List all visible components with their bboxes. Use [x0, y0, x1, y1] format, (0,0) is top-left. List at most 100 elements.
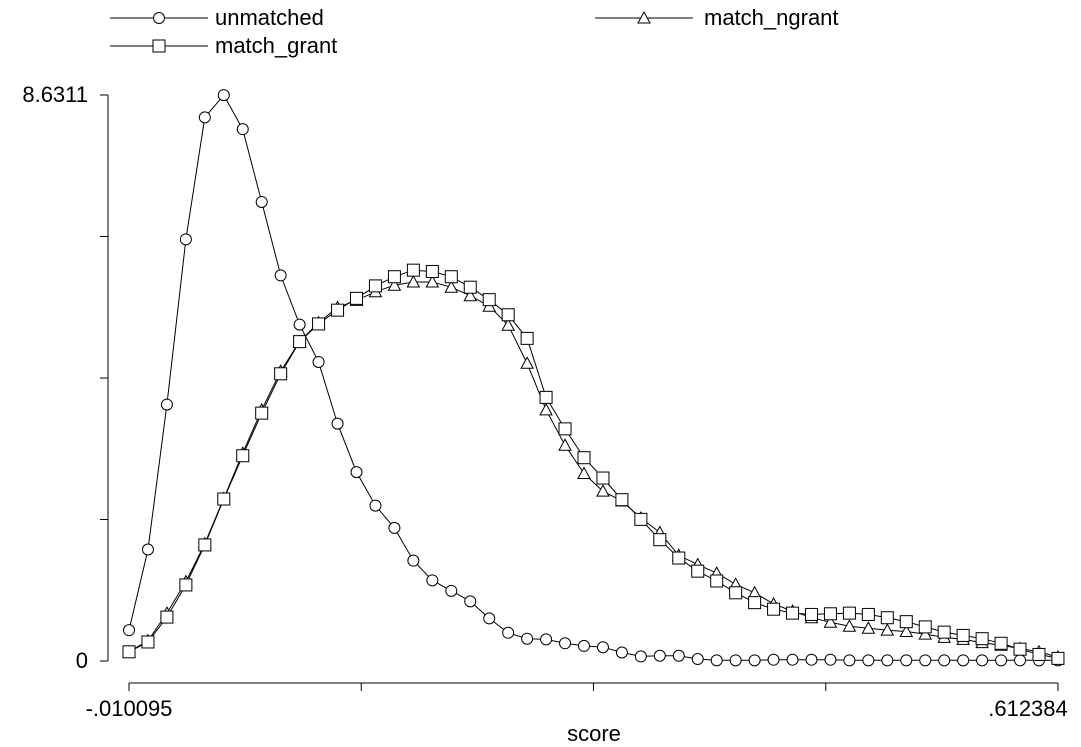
point-unmatched [502, 626, 515, 639]
point-match-grant [293, 335, 307, 349]
point-unmatched [596, 641, 609, 654]
point-unmatched [426, 574, 439, 587]
point-unmatched [483, 612, 496, 625]
point-match-grant [691, 564, 705, 578]
point-match-grant [880, 611, 894, 625]
x-axis-title: score [567, 721, 621, 746]
legend-label-match-ngrant: match_ngrant [704, 5, 839, 30]
x-tick-label-max: .612384 [988, 696, 1068, 721]
point-unmatched [1014, 654, 1027, 667]
point-unmatched [653, 649, 666, 662]
point-match-grant [615, 493, 629, 507]
point-unmatched [919, 654, 932, 667]
point-match-grant [406, 263, 420, 277]
point-match-grant [786, 606, 800, 620]
point-match-grant [558, 422, 572, 436]
point-unmatched [255, 195, 268, 208]
point-match-grant [804, 607, 818, 621]
point-match-grant [842, 606, 856, 620]
point-unmatched [179, 233, 192, 246]
point-match-ngrant [425, 274, 440, 288]
point-unmatched [350, 466, 363, 479]
point-match-ngrant [558, 438, 572, 451]
point-unmatched [900, 654, 913, 667]
point-match-grant [160, 610, 174, 624]
legend-marker-unmatched [153, 12, 165, 24]
point-match-grant [937, 625, 951, 639]
point-match-grant [748, 596, 762, 610]
point-unmatched [217, 89, 230, 102]
point-match-ngrant [823, 615, 838, 628]
legend-item-match-grant: match_grant [110, 33, 337, 58]
point-match-grant [975, 632, 989, 646]
series-line-unmatched [128, 94, 1058, 661]
point-unmatched [369, 499, 382, 512]
series-match-ngrant [122, 274, 1065, 663]
series-line-match-ngrant [128, 281, 1059, 658]
point-match-grant [236, 449, 250, 463]
x-ticks [128, 683, 1059, 691]
point-unmatched [729, 654, 742, 667]
point-match-grant [577, 451, 591, 465]
point-unmatched [160, 398, 173, 411]
y-axis: 0 8.6311 [22, 82, 109, 673]
point-unmatched [767, 653, 780, 666]
point-match-ngrant [899, 624, 914, 637]
point-unmatched [577, 639, 590, 652]
point-match-grant [198, 538, 212, 552]
point-match-grant [122, 645, 136, 659]
series-line-match-grant [128, 269, 1059, 659]
point-match-grant [1051, 651, 1065, 665]
point-unmatched [236, 123, 249, 136]
point-unmatched [976, 654, 989, 667]
legend-label-unmatched: unmatched [215, 5, 324, 30]
point-unmatched [862, 654, 875, 667]
point-unmatched [521, 632, 534, 645]
legend-marker-match-ngrant [637, 10, 651, 24]
point-match-grant [861, 607, 875, 621]
point-match-grant [312, 317, 326, 331]
point-match-grant [444, 270, 458, 284]
point-match-grant [141, 635, 155, 649]
point-unmatched [995, 654, 1008, 667]
plot-area [122, 89, 1065, 667]
point-unmatched [141, 543, 154, 556]
series-unmatched [123, 89, 1064, 667]
point-unmatched [293, 318, 306, 331]
point-unmatched [464, 595, 477, 608]
point-unmatched [957, 654, 970, 667]
point-match-ngrant [880, 623, 895, 636]
legend-label-match-grant: match_grant [215, 33, 337, 58]
point-unmatched [615, 646, 628, 659]
x-tick-label-min: -.010095 [86, 696, 173, 721]
point-match-grant [729, 586, 743, 600]
point-unmatched [710, 654, 723, 667]
point-unmatched [691, 653, 704, 666]
point-match-grant [179, 578, 193, 592]
point-unmatched [407, 554, 420, 567]
point-match-grant [596, 471, 610, 485]
point-unmatched [445, 584, 458, 597]
point-match-grant [918, 620, 932, 634]
point-match-ngrant [842, 619, 857, 632]
point-match-grant [823, 607, 837, 621]
legend-marker-match-grant [152, 39, 166, 53]
point-match-grant [1032, 647, 1046, 661]
point-match-grant [653, 533, 667, 547]
point-match-grant [501, 308, 515, 322]
point-unmatched [805, 653, 818, 666]
point-unmatched [312, 355, 325, 368]
y-ticks [100, 94, 108, 662]
point-unmatched [824, 653, 837, 666]
point-match-ngrant [577, 466, 591, 479]
point-unmatched [938, 654, 951, 667]
point-unmatched [198, 111, 211, 124]
point-match-grant [710, 574, 724, 588]
point-match-grant [463, 280, 477, 294]
point-unmatched [786, 653, 799, 666]
point-match-grant [634, 512, 648, 526]
point-match-ngrant [501, 318, 516, 331]
point-unmatched [274, 269, 287, 282]
point-unmatched [634, 650, 647, 663]
point-unmatched [388, 521, 401, 534]
